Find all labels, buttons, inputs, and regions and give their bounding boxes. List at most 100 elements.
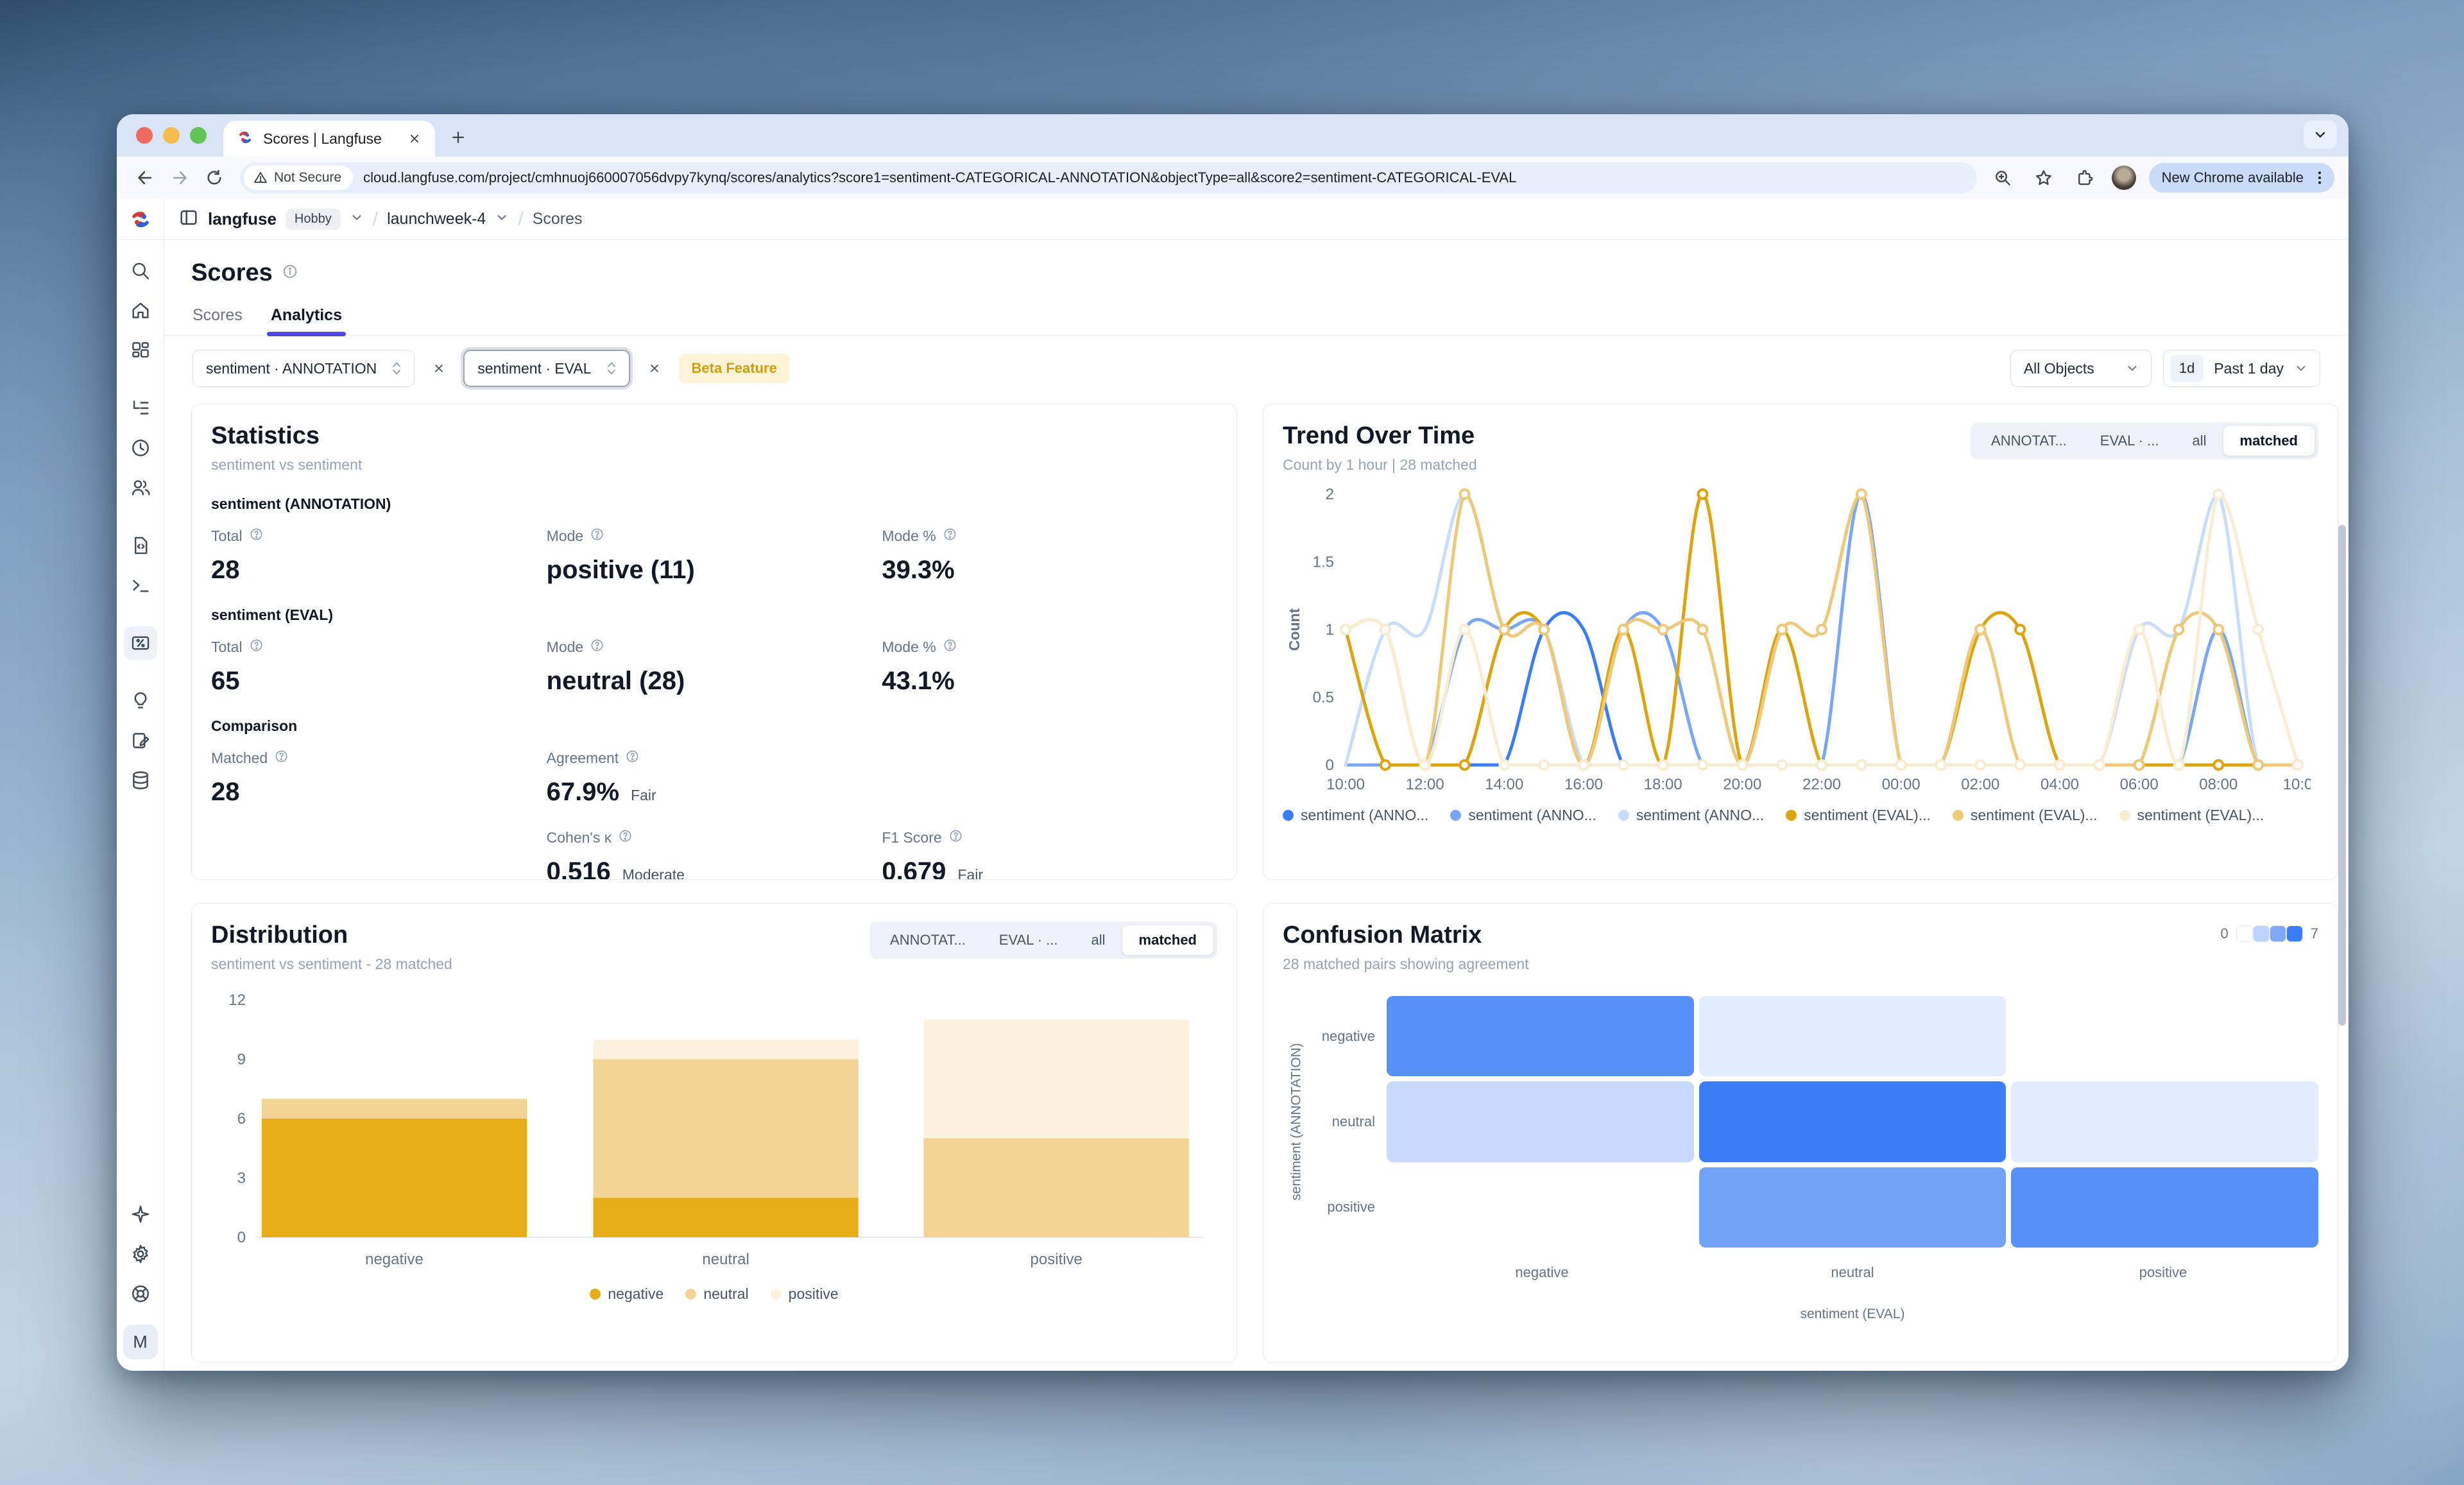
help-icon[interactable]: [249, 527, 264, 545]
browser-tab[interactable]: Scores | Langfuse: [223, 121, 435, 157]
help-icon[interactable]: [948, 828, 963, 847]
profile-avatar[interactable]: [2111, 166, 2136, 190]
legend-item[interactable]: neutral: [685, 1285, 749, 1303]
project-chevron-icon[interactable]: [495, 210, 509, 228]
tab-close-icon[interactable]: [404, 128, 425, 149]
comparison-heading: Comparison: [211, 717, 298, 734]
org-chevron-icon[interactable]: [350, 210, 364, 228]
site-security-chip[interactable]: Not Secure: [244, 166, 354, 190]
toggle-eval[interactable]: EVAL · ...: [2100, 433, 2159, 449]
scale-swatch: [2286, 925, 2303, 942]
close-window-button[interactable]: [136, 127, 153, 144]
sidebar-item-dashboard-icon[interactable]: [124, 334, 157, 367]
toggle-all[interactable]: all: [2192, 433, 2207, 449]
matrix-cell-neutral-positive[interactable]: [2011, 1081, 2318, 1162]
help-icon[interactable]: [943, 527, 957, 545]
chrome-update-chip[interactable]: New Chrome available: [2148, 163, 2334, 193]
date-range-select[interactable]: 1d Past 1 day: [2162, 350, 2320, 387]
tab-analytics[interactable]: Analytics: [266, 306, 346, 336]
breadcrumb-org[interactable]: langfuse: [208, 209, 277, 228]
tab-title: Scores | Langfuse: [263, 130, 382, 147]
toggle-annotat[interactable]: ANNOTAT...: [890, 932, 966, 948]
extensions-icon[interactable]: [2071, 164, 2099, 192]
sidebar-item-prompts-icon[interactable]: [124, 529, 157, 562]
toggle-matched[interactable]: matched: [1122, 925, 1213, 955]
sidebar-item-sessions-icon[interactable]: [124, 431, 157, 465]
svg-text:22:00: 22:00: [1802, 776, 1841, 793]
toggle-eval[interactable]: EVAL · ...: [998, 932, 1058, 948]
help-icon[interactable]: [618, 828, 633, 847]
score2-select[interactable]: sentiment · EVAL: [463, 350, 630, 387]
help-icon[interactable]: [590, 527, 604, 545]
matrix-cell-positive-positive[interactable]: [2011, 1167, 2318, 1248]
sidebar-item-annotation-icon[interactable]: [124, 724, 157, 757]
svg-text:0.5: 0.5: [1313, 689, 1334, 707]
minimize-window-button[interactable]: [163, 127, 180, 144]
svg-text:1.5: 1.5: [1313, 554, 1334, 571]
forward-icon[interactable]: [166, 164, 194, 192]
sidebar-item-home-icon[interactable]: [124, 294, 157, 327]
back-icon[interactable]: [131, 164, 159, 192]
user-avatar[interactable]: M: [123, 1325, 158, 1359]
toggle-all[interactable]: all: [1091, 932, 1106, 948]
object-type-select[interactable]: All Objects: [2010, 350, 2152, 387]
sidebar-item-search-icon[interactable]: [124, 254, 157, 288]
tab-search-chevron[interactable]: [2304, 121, 2337, 149]
trend-subtitle: Count by 1 hour | 28 matched: [1283, 456, 1477, 473]
help-icon[interactable]: [274, 749, 289, 768]
tab-scores[interactable]: Scores: [193, 306, 243, 324]
matrix-cell-negative-negative[interactable]: [1387, 996, 1694, 1077]
help-icon[interactable]: [625, 749, 640, 768]
matrix-cell-neutral-negative[interactable]: [1387, 1081, 1694, 1162]
range-short-chip: 1d: [2169, 355, 2204, 382]
help-icon[interactable]: [590, 638, 604, 657]
sidebar-item-sparkle-icon[interactable]: [124, 1197, 157, 1231]
matrix-cell-positive-negative[interactable]: [1387, 1167, 1694, 1248]
legend-item[interactable]: sentiment (ANNO...: [1450, 807, 1596, 824]
help-icon[interactable]: [249, 638, 264, 657]
legend-item[interactable]: sentiment (ANNO...: [1618, 807, 1764, 824]
score1-select[interactable]: sentiment · ANNOTATION: [193, 350, 415, 387]
langfuse-logo[interactable]: [117, 199, 164, 239]
score1-remove-icon[interactable]: [426, 356, 452, 381]
sidebar-item-scores-icon[interactable]: [123, 626, 157, 660]
help-icon[interactable]: [943, 638, 957, 657]
legend-dot: [1283, 810, 1294, 821]
toggle-matched[interactable]: matched: [2223, 426, 2314, 456]
svg-text:08:00: 08:00: [2199, 776, 2237, 793]
kebab-menu-icon[interactable]: [2311, 169, 2328, 186]
sidebar-item-evaluation-icon[interactable]: [124, 684, 157, 717]
matrix-cell-positive-neutral[interactable]: [1698, 1167, 2006, 1248]
toggle-annotat[interactable]: ANNOTAT...: [1991, 433, 2067, 449]
legend-item[interactable]: sentiment (EVAL)...: [1952, 807, 2098, 824]
legend-item[interactable]: sentiment (EVAL)...: [1786, 807, 1931, 824]
zoom-icon[interactable]: [1989, 164, 2017, 192]
reload-icon[interactable]: [200, 164, 228, 192]
svg-text:04:00: 04:00: [2041, 776, 2079, 793]
info-icon[interactable]: [282, 263, 298, 283]
legend-item[interactable]: sentiment (EVAL)...: [2119, 807, 2264, 824]
sidebar-item-tracing-icon[interactable]: [124, 391, 157, 425]
legend-item[interactable]: negative: [590, 1285, 663, 1303]
matrix-cell-negative-positive[interactable]: [2011, 996, 2318, 1077]
score2-remove-icon[interactable]: [642, 356, 667, 381]
maximize-window-button[interactable]: [190, 127, 207, 144]
breadcrumb: langfuse Hobby / launchweek-4 / Scores: [164, 207, 583, 231]
legend-item[interactable]: positive: [770, 1285, 839, 1303]
sidebar-item-support-icon[interactable]: [124, 1277, 157, 1310]
new-tab-button[interactable]: [444, 123, 472, 151]
sidebar-toggle-icon[interactable]: [178, 207, 199, 231]
bookmark-star-icon[interactable]: [2030, 164, 2058, 192]
svg-text:0: 0: [237, 1229, 246, 1246]
matrix-cell-neutral-neutral[interactable]: [1698, 1081, 2006, 1162]
legend-label: sentiment (ANNO...: [1468, 807, 1596, 823]
legend-item[interactable]: sentiment (ANNO...: [1283, 807, 1428, 824]
sidebar-item-datasets-icon[interactable]: [124, 764, 157, 797]
sidebar-item-playground-icon[interactable]: [124, 569, 157, 602]
breadcrumb-project[interactable]: launchweek-4: [387, 210, 486, 228]
sidebar-item-settings-icon[interactable]: [124, 1237, 157, 1271]
scrollbar-thumb[interactable]: [2338, 525, 2346, 1026]
sidebar-item-users-icon[interactable]: [124, 471, 157, 504]
matrix-cell-negative-neutral[interactable]: [1698, 996, 2006, 1077]
url-bar[interactable]: Not Secure cloud.langfuse.com/project/cm…: [240, 162, 1977, 193]
